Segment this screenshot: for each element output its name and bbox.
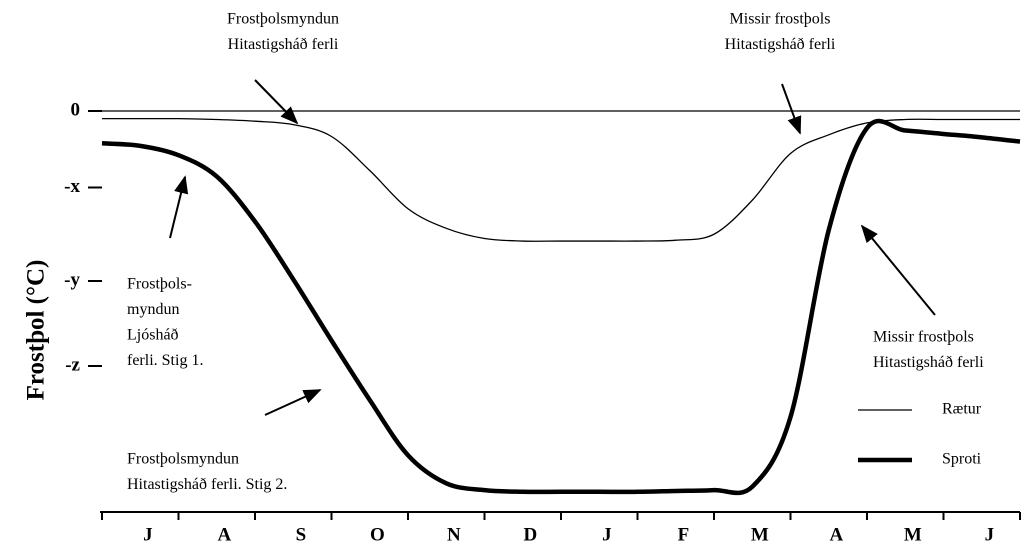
annotation: Hitastigsháð ferli. Stig 2. bbox=[127, 476, 287, 493]
x-tick-label: S bbox=[296, 524, 307, 545]
legend-label: Sproti bbox=[942, 451, 982, 468]
series-line bbox=[102, 117, 1020, 242]
annotation-arrow bbox=[264, 389, 322, 416]
x-tick-label: J bbox=[985, 524, 995, 545]
annotation: Hitastigsháð ferli bbox=[873, 354, 984, 371]
annotation-arrow bbox=[860, 224, 936, 316]
annotation: Missir frostþols bbox=[873, 329, 974, 346]
annotation: Ljósháð bbox=[127, 327, 179, 344]
annotation: Frostþolsmyndun bbox=[127, 451, 239, 468]
x-tick-label: A bbox=[830, 524, 844, 545]
annotation-arrow bbox=[254, 79, 299, 125]
legend-label: Rætur bbox=[942, 401, 982, 418]
annotation: Hitastigsháð ferli bbox=[228, 36, 339, 53]
x-tick-label: M bbox=[751, 524, 769, 545]
annotation-arrow bbox=[781, 83, 802, 135]
x-tick-label: F bbox=[678, 524, 690, 545]
x-tick-label: M bbox=[904, 524, 922, 545]
annotation: Frostþols- bbox=[127, 276, 192, 293]
annotation: myndun bbox=[127, 301, 179, 318]
x-tick-label: A bbox=[218, 524, 232, 545]
x-tick-label: N bbox=[447, 524, 461, 545]
y-tick-label: -y bbox=[64, 269, 80, 290]
annotation-arrow bbox=[169, 175, 189, 239]
x-tick-label: D bbox=[524, 524, 538, 545]
x-tick-label: J bbox=[143, 524, 153, 545]
y-axis-label: Frostþol (°C) bbox=[23, 260, 50, 401]
x-tick-label: O bbox=[370, 524, 385, 545]
annotation: ferli. Stig 1. bbox=[127, 352, 203, 369]
y-tick-label: -x bbox=[64, 176, 80, 197]
series-line bbox=[101, 119, 1021, 496]
y-tick-label: -z bbox=[65, 354, 80, 375]
annotation: Frostþolsmyndun bbox=[227, 11, 339, 28]
annotation: Hitastigsháð ferli bbox=[725, 36, 836, 53]
annotation: Missir frostþols bbox=[730, 11, 831, 28]
y-tick-label: 0 bbox=[71, 99, 81, 120]
x-tick-label: J bbox=[602, 524, 612, 545]
